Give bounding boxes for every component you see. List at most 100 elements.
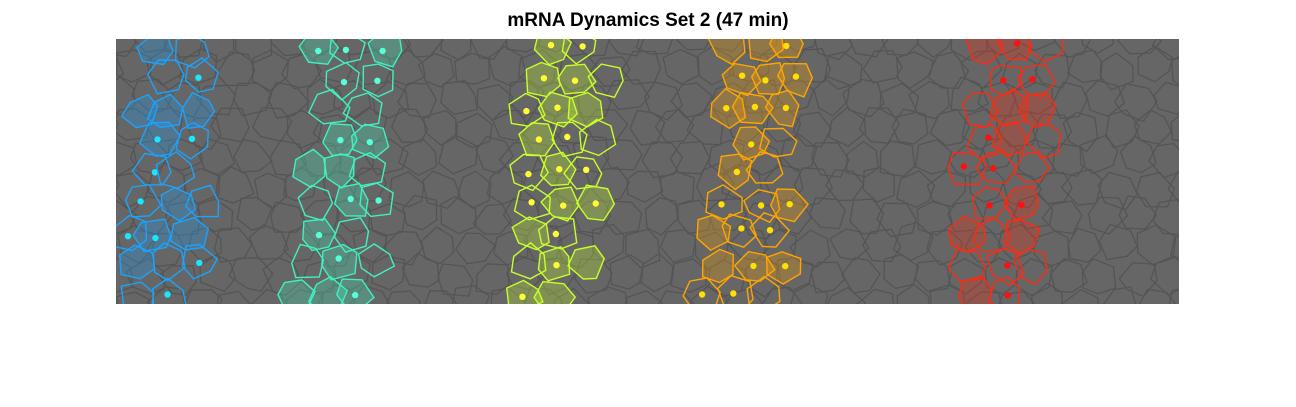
background-cell — [929, 109, 971, 147]
transcription-spot — [315, 47, 322, 55]
background-cell — [398, 137, 438, 177]
background-cell — [997, 111, 1040, 148]
background-cell — [926, 51, 970, 89]
background-cell — [424, 290, 458, 304]
background-cell — [914, 138, 953, 175]
background-cell — [742, 202, 778, 241]
background-cell — [908, 80, 951, 120]
transcription-spot — [196, 259, 203, 267]
transcription-spot — [137, 198, 144, 205]
background-cell — [824, 51, 863, 90]
expressing-cell — [132, 218, 172, 253]
expressing-cell — [175, 121, 210, 160]
background-cell — [286, 109, 323, 150]
background-cell — [133, 39, 170, 53]
background-cell — [978, 137, 1018, 172]
microscopy-image — [116, 39, 1179, 304]
background-cell — [475, 263, 510, 296]
expressing-cell — [342, 92, 383, 127]
background-cell — [638, 252, 674, 293]
background-cell — [783, 39, 816, 53]
background-cell — [116, 256, 134, 293]
background-cell — [892, 221, 934, 262]
background-cell — [440, 195, 477, 235]
background-cell — [725, 104, 765, 145]
transcription-spot — [342, 46, 350, 54]
background-cell — [1099, 52, 1134, 91]
expressing-cell — [336, 278, 375, 304]
background-cell — [352, 228, 388, 264]
background-cell — [1170, 115, 1179, 142]
background-cell — [472, 203, 512, 235]
expressing-cell — [297, 184, 334, 222]
background-cell — [1097, 171, 1138, 211]
background-cell — [438, 135, 478, 175]
background-cell — [587, 286, 628, 304]
expressing-cell — [972, 186, 1009, 220]
background-cell — [644, 81, 684, 121]
background-cell — [1119, 135, 1157, 174]
transcription-spot — [540, 75, 548, 82]
background-cell-mesh — [116, 39, 1179, 304]
background-cell — [349, 107, 388, 147]
background-cell — [487, 45, 527, 88]
transcription-spot — [738, 225, 745, 232]
background-cell — [1062, 111, 1099, 153]
background-cell — [420, 226, 455, 265]
expressing-cell — [277, 279, 316, 304]
figure-title: mRNA Dynamics Set 2 (47 min) — [507, 10, 789, 31]
background-cell — [776, 257, 814, 292]
transcription-spot — [560, 202, 567, 209]
expressing-cell — [181, 91, 216, 129]
background-cell — [161, 82, 202, 118]
background-cell — [369, 203, 406, 237]
background-cell — [116, 291, 151, 304]
transcription-spot — [523, 107, 530, 115]
expressing-cell — [551, 121, 588, 158]
background-cell — [235, 39, 273, 64]
background-cell — [929, 284, 966, 304]
transcription-spot — [757, 202, 765, 209]
expressing-cell — [348, 151, 387, 187]
expressing-cell — [988, 275, 1021, 304]
transcription-spot — [519, 293, 526, 300]
background-cell — [146, 232, 186, 268]
background-cell — [635, 39, 674, 55]
expressing-cell — [758, 127, 798, 158]
background-cell — [385, 290, 421, 304]
transcription-spot — [547, 41, 555, 49]
background-cell — [574, 258, 613, 294]
transcription-spot — [188, 135, 196, 142]
transcription-spot — [698, 291, 706, 298]
transcription-spot — [751, 103, 759, 111]
stripe-teal — [277, 39, 403, 304]
expressing-cell — [120, 281, 155, 304]
background-cell — [826, 286, 866, 304]
transcription-spot — [154, 136, 161, 143]
transcription-spot — [366, 139, 373, 146]
background-cell — [382, 230, 424, 266]
transcription-spot — [592, 200, 599, 207]
background-cell — [1098, 223, 1138, 261]
background-cell — [862, 49, 903, 84]
transcription-spot — [379, 47, 386, 55]
background-cell — [437, 263, 474, 297]
expressing-cell — [357, 243, 396, 278]
background-cell — [608, 39, 645, 57]
transcription-spot — [1018, 201, 1025, 209]
background-cell — [849, 198, 885, 235]
background-cell — [926, 229, 964, 267]
background-cell — [215, 51, 256, 87]
background-cell — [686, 107, 724, 146]
transcription-spot — [738, 72, 746, 79]
background-cell — [184, 289, 223, 304]
background-cell — [813, 75, 851, 117]
expressing-cell — [510, 241, 547, 280]
background-cell — [1150, 256, 1179, 296]
background-cell — [306, 78, 344, 116]
background-cell — [572, 199, 612, 235]
stripe-blue — [116, 39, 220, 304]
transcription-spot — [352, 291, 359, 299]
expressing-cell — [721, 62, 762, 97]
stripe-red — [946, 39, 1064, 304]
